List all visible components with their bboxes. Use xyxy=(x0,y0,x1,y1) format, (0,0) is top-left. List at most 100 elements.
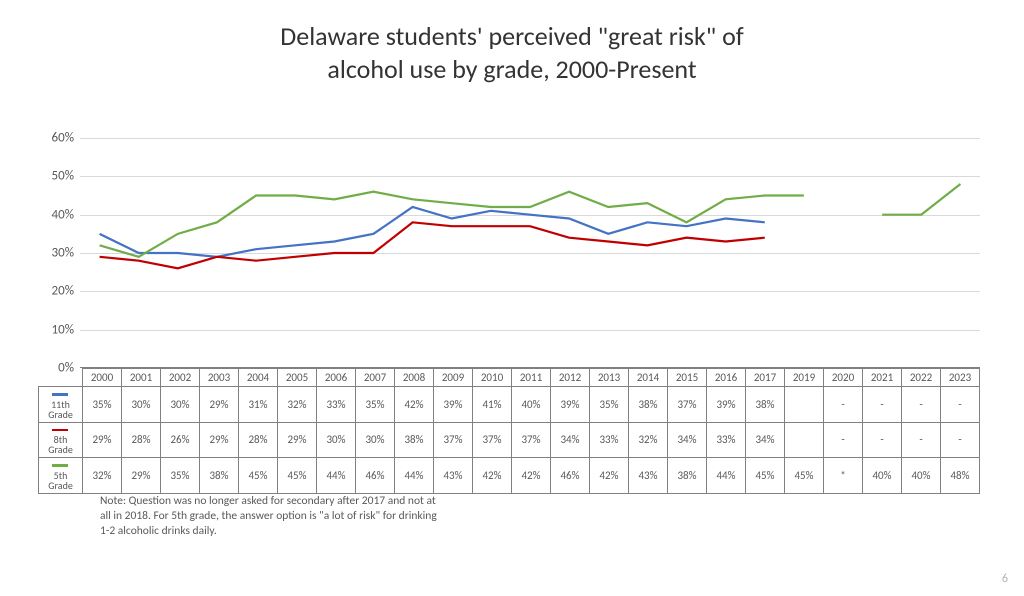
y-tick-label: 20% xyxy=(52,284,74,299)
data-cell: 42% xyxy=(395,387,434,423)
y-tick-label: 50% xyxy=(52,169,74,184)
title-line2: alcohol use by grade, 2000-Present xyxy=(327,53,696,85)
year-header: 2003 xyxy=(200,369,239,387)
data-cell: 41% xyxy=(473,387,512,423)
year-header: 2019 xyxy=(785,369,824,387)
data-cell: 35% xyxy=(83,387,122,423)
title-line1: Delaware students' perceived "great risk… xyxy=(280,20,743,52)
series-line xyxy=(100,207,765,257)
data-table: 2000200120022003200420052006200720082009… xyxy=(38,368,980,494)
data-cell: 32% xyxy=(278,387,317,423)
data-cell: 30% xyxy=(356,422,395,458)
y-tick-label: 60% xyxy=(52,131,74,146)
data-cell: 39% xyxy=(551,387,590,423)
data-cell: 30% xyxy=(317,422,356,458)
year-header: 2016 xyxy=(707,369,746,387)
data-cell xyxy=(785,387,824,423)
data-cell: 38% xyxy=(746,387,785,423)
series-line xyxy=(100,222,765,268)
data-cell: 28% xyxy=(122,422,161,458)
data-cell: 35% xyxy=(161,458,200,494)
data-cell: 35% xyxy=(590,387,629,423)
year-header: 2002 xyxy=(161,369,200,387)
series-label: 11thGrade xyxy=(39,387,83,423)
data-cell: - xyxy=(941,387,980,423)
year-header: 2013 xyxy=(590,369,629,387)
data-cell: 39% xyxy=(707,387,746,423)
year-header: 2021 xyxy=(863,369,902,387)
data-cell: 45% xyxy=(278,458,317,494)
year-header: 2017 xyxy=(746,369,785,387)
data-cell: - xyxy=(863,422,902,458)
data-cell: 45% xyxy=(785,458,824,494)
data-cell: 38% xyxy=(200,458,239,494)
year-header: 2022 xyxy=(902,369,941,387)
data-cell: 45% xyxy=(746,458,785,494)
data-cell: 33% xyxy=(590,422,629,458)
year-header: 2007 xyxy=(356,369,395,387)
y-tick-label: 40% xyxy=(52,207,74,222)
data-cell: 33% xyxy=(707,422,746,458)
data-cell: 39% xyxy=(434,387,473,423)
plot-area xyxy=(80,138,980,368)
series-line xyxy=(100,184,961,257)
data-cell: 29% xyxy=(83,422,122,458)
data-cell: 26% xyxy=(161,422,200,458)
data-cell: 28% xyxy=(239,422,278,458)
data-cell: - xyxy=(824,387,863,423)
line-chart: 0%10%20%30%40%50%60% xyxy=(80,138,980,368)
data-cell: 32% xyxy=(83,458,122,494)
year-header: 2008 xyxy=(395,369,434,387)
y-tick-label: 10% xyxy=(52,322,74,337)
data-cell: 42% xyxy=(590,458,629,494)
page-number: 6 xyxy=(1002,572,1008,586)
data-cell: 29% xyxy=(200,387,239,423)
data-cell: 29% xyxy=(278,422,317,458)
y-tick-label: 30% xyxy=(52,246,74,261)
year-header: 2012 xyxy=(551,369,590,387)
year-header: 2015 xyxy=(668,369,707,387)
series-label: 8thGrade xyxy=(39,422,83,458)
year-header: 2000 xyxy=(83,369,122,387)
data-cell: 46% xyxy=(356,458,395,494)
data-cell: - xyxy=(824,422,863,458)
data-cell: 42% xyxy=(512,458,551,494)
data-cell: - xyxy=(941,422,980,458)
data-cell: * xyxy=(824,458,863,494)
data-cell: 32% xyxy=(629,422,668,458)
y-axis: 0%10%20%30%40%50%60% xyxy=(38,138,78,368)
data-cell: - xyxy=(902,422,941,458)
data-cell: 38% xyxy=(629,387,668,423)
data-cell: 45% xyxy=(239,458,278,494)
data-cell: 38% xyxy=(395,422,434,458)
year-header: 2001 xyxy=(122,369,161,387)
data-cell: 29% xyxy=(200,422,239,458)
series-label: 5thGrade xyxy=(39,458,83,494)
data-cell: 37% xyxy=(512,422,551,458)
data-cell: 35% xyxy=(356,387,395,423)
data-cell: 34% xyxy=(551,422,590,458)
year-header: 2010 xyxy=(473,369,512,387)
data-cell: 34% xyxy=(668,422,707,458)
year-header: 2011 xyxy=(512,369,551,387)
data-cell: 30% xyxy=(122,387,161,423)
year-header: 2004 xyxy=(239,369,278,387)
data-cell: 48% xyxy=(941,458,980,494)
data-cell: 43% xyxy=(629,458,668,494)
data-cell: 40% xyxy=(512,387,551,423)
data-cell: - xyxy=(863,387,902,423)
data-cell: 31% xyxy=(239,387,278,423)
data-cell: 44% xyxy=(707,458,746,494)
data-cell: 29% xyxy=(122,458,161,494)
year-header: 2020 xyxy=(824,369,863,387)
data-cell: 44% xyxy=(395,458,434,494)
data-cell: 34% xyxy=(746,422,785,458)
data-cell: 42% xyxy=(473,458,512,494)
year-header: 2006 xyxy=(317,369,356,387)
data-cell: - xyxy=(902,387,941,423)
data-cell: 33% xyxy=(317,387,356,423)
footnote: Note: Question was no longer asked for s… xyxy=(100,494,440,539)
data-cell: 46% xyxy=(551,458,590,494)
data-cell: 40% xyxy=(902,458,941,494)
data-cell xyxy=(785,422,824,458)
